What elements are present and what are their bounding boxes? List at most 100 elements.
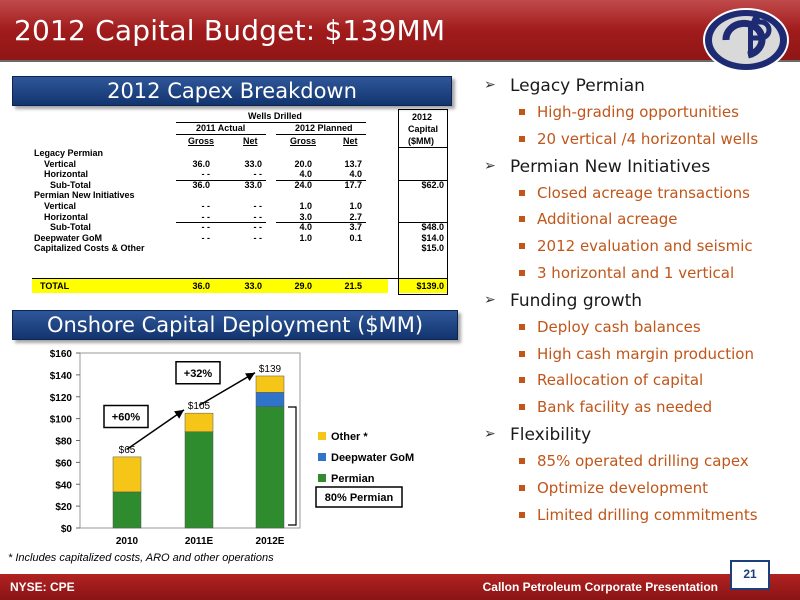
x-tick-label: 2012E: [256, 536, 285, 547]
cell-gross-2012: 24.0: [294, 179, 312, 190]
permian-bracket: [288, 406, 297, 526]
cell-net-2012: 17.7: [344, 179, 362, 190]
cell-capital: $48.0: [421, 222, 444, 233]
y-tick-label: $80: [55, 437, 72, 448]
bar-segment-permian: [184, 431, 214, 529]
x-tick-label: 2010: [116, 536, 139, 547]
row-label: Permian New Initiatives: [34, 190, 135, 201]
cell-gross-2011: - -: [201, 232, 211, 243]
ticker-label: NYSE: CPE: [10, 580, 75, 594]
header-stripe: [0, 60, 800, 62]
arrow-bullet-icon: ➢: [484, 291, 496, 308]
sub-bullet-item: Limited drilling commitments: [519, 505, 758, 524]
total-capital-highlight: [399, 279, 447, 293]
sub-bullet-text: 20 vertical /4 horizontal wells: [537, 129, 759, 148]
cell-gross-2011: 36.0: [192, 158, 210, 169]
subtotal-rule: [276, 179, 366, 181]
total-net-2011: 33.0: [244, 281, 262, 291]
bullet-text: Funding growth: [510, 290, 643, 311]
y-tick-label: $40: [55, 480, 72, 491]
cell-capital: $14.0: [421, 232, 444, 243]
square-bullet-icon: [519, 270, 525, 276]
cell-gross-2011: - -: [201, 222, 211, 233]
total-net-2012: 21.5: [344, 281, 362, 291]
permian-note-label: 80% Permian: [325, 492, 394, 504]
sub-bullet-text: Limited drilling commitments: [537, 505, 758, 524]
sub-bullet-text: High cash margin production: [537, 344, 754, 363]
total-gross-2011: 36.0: [192, 281, 210, 291]
bar-segment-permian: [255, 406, 285, 529]
arrow-bullet-icon: ➢: [484, 426, 496, 442]
square-bullet-icon: [519, 484, 525, 491]
bar-total-label: $139: [259, 364, 282, 375]
sub-bullet-item: Reallocation of capital: [519, 371, 704, 390]
square-bullet-icon: [519, 216, 525, 223]
bullet-item: ➢ Funding growth: [484, 290, 643, 311]
square-bullet-icon: [519, 135, 525, 142]
bar-segment-other: [255, 375, 285, 393]
divider: [276, 134, 366, 135]
sub-bullet-text: Reallocation of capital: [537, 371, 704, 390]
cell-net-2012: 0.1: [349, 232, 362, 243]
bar-segment-other: [184, 412, 214, 432]
arrow-bullet-icon: ➢: [484, 77, 496, 93]
subtotal-rule: [398, 179, 448, 181]
row-label: Horizontal: [44, 211, 88, 222]
square-bullet-icon: [519, 323, 525, 330]
legend-swatch: [318, 453, 326, 461]
capital-column-box: [398, 109, 448, 295]
bar-segment-deepwatergom: [255, 392, 285, 407]
x-tick-label: 2011E: [185, 536, 214, 547]
sub-bullet-text: 2012 evaluation and seismic: [537, 237, 753, 256]
page-number: 21: [730, 560, 770, 590]
bar-total-label: $105: [188, 401, 211, 412]
row-label: Vertical: [44, 158, 77, 169]
actual-2011-header: 2011 Actual: [196, 123, 246, 133]
sub-bullet-item: Closed acreage transactions: [519, 184, 750, 202]
square-bullet-icon: [519, 189, 525, 196]
presentation-label: Callon Petroleum Corporate Presentation: [482, 580, 718, 594]
legend-label: Deepwater GoM: [331, 452, 414, 464]
callout-label: +32%: [184, 368, 213, 380]
cell-net-2011: 33.0: [244, 158, 262, 169]
sub-bullet-item: Deploy cash balances: [519, 318, 701, 336]
sub-bullet-text: Bank facility as needed: [537, 398, 713, 417]
growth-arrow: [126, 409, 185, 450]
y-tick-label: $100: [50, 415, 73, 426]
sub-bullet-item: Additional acreage: [519, 210, 678, 228]
sub-bullet-item: 85% operated drilling capex: [519, 452, 749, 470]
bullet-text: Permian New Initiatives: [510, 156, 711, 177]
sub-bullet-item: 2012 evaluation and seismic: [519, 237, 753, 256]
growth-arrow: [198, 372, 256, 407]
cell-net-2012: 1.0: [349, 201, 362, 211]
cell-gross-2012: 4.0: [299, 169, 312, 180]
wells-drilled-header: Wells Drilled: [248, 111, 302, 121]
square-bullet-icon: [519, 511, 525, 518]
bullet-item: ➢ Flexibility: [484, 425, 592, 445]
row-label: Horizontal: [44, 169, 88, 180]
sub-bullet-item: High cash margin production: [519, 344, 754, 363]
cell-net-2011: 33.0: [244, 179, 262, 190]
subtotal-rule: [176, 179, 266, 181]
row-label: Sub-Total: [50, 179, 91, 190]
sub-bullet-item: 3 horizontal and 1 vertical: [519, 264, 734, 282]
permian-note-box: [315, 486, 403, 508]
bullet-text: Flexibility: [510, 425, 592, 445]
chart-footnote: * Includes capitalized costs, ARO and ot…: [8, 552, 274, 564]
sub-bullet-item: Bank facility as needed: [519, 398, 713, 417]
subtotal-rule: [176, 222, 266, 224]
capital-header-year: 2012: [412, 112, 433, 122]
slide-footer: NYSE: CPE Callon Petroleum Corporate Pre…: [0, 574, 800, 600]
gross-header: Gross: [188, 136, 215, 146]
cell-net-2012: 2.7: [349, 211, 362, 222]
cell-gross-2012: 1.0: [299, 232, 312, 243]
legend-swatch: [318, 432, 326, 440]
cell-net-2012: 3.7: [349, 222, 362, 233]
sub-bullet-item: 20 vertical /4 horizontal wells: [519, 129, 759, 148]
y-tick-label: $160: [50, 349, 73, 360]
capex-breakdown-banner: 2012 Capex Breakdown: [12, 76, 452, 106]
row-label: Sub-Total: [50, 222, 91, 233]
y-tick-label: $60: [55, 458, 72, 469]
square-bullet-icon: [519, 404, 525, 411]
legend-swatch: [318, 474, 326, 482]
